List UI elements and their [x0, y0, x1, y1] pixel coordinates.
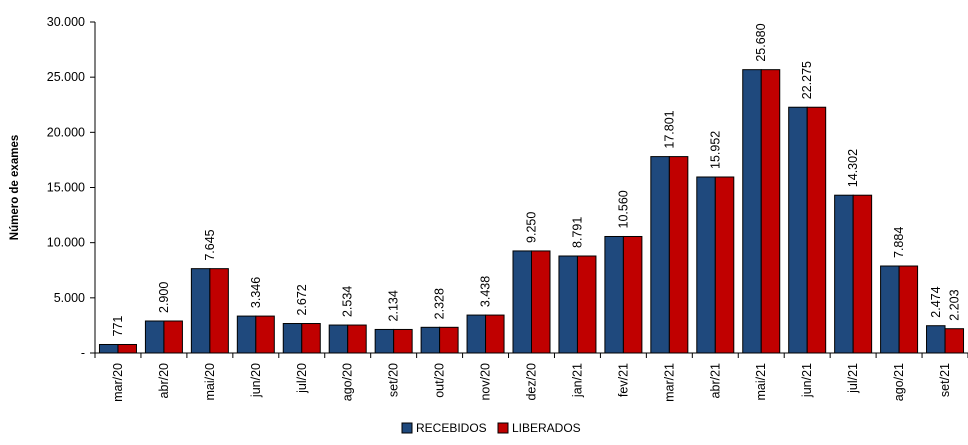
y-tick-label: 25.000	[47, 70, 85, 84]
bar-liberados	[163, 320, 183, 354]
x-tick-label: abr/20	[157, 363, 171, 398]
x-tick-label: jun/20	[249, 363, 263, 398]
x-tick-label: set/20	[387, 363, 401, 397]
legend-swatch	[401, 422, 413, 434]
data-label: 2.534	[341, 286, 355, 317]
bar-recebidos	[742, 69, 762, 354]
y-axis-title: Número de exames	[9, 135, 21, 240]
bar-liberados	[439, 326, 459, 354]
x-tick-label: mar/20	[111, 363, 125, 402]
bar-liberados	[347, 324, 367, 354]
x-tick-label: out/20	[433, 363, 447, 398]
bar-recebidos	[788, 106, 808, 354]
bar-recebidos	[236, 315, 257, 354]
y-tick-label: 30.000	[47, 15, 85, 29]
x-tick-label: ago/20	[341, 363, 355, 401]
data-label: 3.346	[249, 277, 263, 308]
x-tick-label: mai/20	[203, 363, 217, 401]
axes: - 5.000 10.000 15.000 20.000 25.000 30.000 Núme…	[9, 15, 968, 402]
data-label: 7.884	[892, 227, 906, 258]
data-label: 2.474	[929, 286, 943, 317]
bar-recebidos	[328, 324, 349, 354]
data-label: 2.203	[947, 289, 961, 320]
data-labels: 771 2.900 7.645 3.346 2.672 2.534 2.134 2.328 3.…	[111, 23, 961, 336]
x-tick-label: mai/21	[754, 363, 768, 401]
bar-recebidos	[834, 194, 854, 354]
legend: RECEBIDOS LIBERADOS	[401, 421, 581, 435]
x-tick-label: dez/20	[525, 363, 539, 401]
bar-liberados	[209, 268, 229, 354]
x-tick-label: fev/21	[616, 363, 630, 397]
x-tick-label: jul/20	[295, 363, 309, 394]
bar-recebidos	[880, 265, 900, 354]
bar-recebidos	[466, 314, 487, 354]
bar-recebidos	[144, 320, 165, 354]
legend-label: RECEBIDOS	[416, 421, 487, 435]
bar-recebidos	[604, 235, 624, 354]
data-label: 9.250	[525, 212, 539, 243]
x-tick-label: jun/21	[800, 363, 814, 398]
bar-liberados	[898, 265, 919, 354]
legend-label: LIBERADOS	[512, 421, 581, 435]
data-label: 3.438	[479, 276, 493, 307]
bar-liberados	[531, 250, 551, 354]
x-tick-label: ago/21	[892, 363, 906, 401]
data-label: 15.952	[708, 131, 722, 169]
bars	[98, 69, 965, 354]
bar-recebidos	[98, 343, 119, 354]
y-tick-label: 20.000	[47, 125, 85, 139]
x-tick-label: jul/21	[846, 363, 860, 394]
bar-recebidos	[190, 268, 211, 354]
y-tick-label: 10.000	[47, 236, 85, 250]
bar-liberados	[852, 194, 873, 354]
bar-recebidos	[926, 325, 946, 354]
bar-liberados	[714, 176, 735, 354]
data-label: 771	[111, 316, 125, 337]
bar-liberados	[622, 235, 643, 354]
data-label: 7.645	[203, 229, 217, 260]
bar-recebidos	[650, 156, 670, 354]
bar-liberados	[944, 328, 965, 354]
x-tick-label: nov/20	[479, 363, 493, 401]
bar-recebidos	[420, 326, 441, 354]
legend-swatch	[497, 422, 509, 434]
bar-recebidos	[374, 328, 395, 354]
bar-liberados	[760, 69, 781, 354]
bar-liberados	[255, 315, 275, 354]
bar-liberados	[485, 314, 505, 354]
bar-liberados	[668, 156, 689, 354]
y-tick-label: 5.000	[54, 291, 85, 305]
bar-recebidos	[282, 323, 303, 354]
y-tick-label: 15.000	[47, 181, 85, 195]
x-tick-label: mar/21	[662, 363, 676, 402]
data-label: 2.900	[157, 282, 171, 313]
data-label: 25.680	[754, 23, 768, 61]
data-label: 2.134	[387, 290, 401, 321]
data-label: 22.275	[800, 61, 814, 99]
data-label: 10.560	[616, 190, 630, 228]
bar-recebidos	[696, 176, 716, 354]
x-tick-label: abr/21	[708, 363, 722, 398]
data-label: 14.302	[846, 149, 860, 187]
data-label: 2.672	[295, 284, 309, 315]
bar-recebidos	[512, 250, 532, 354]
x-tick-label: set/21	[938, 363, 952, 397]
data-label: 17.801	[662, 110, 676, 148]
bar-liberados	[393, 328, 413, 354]
bar-recebidos	[558, 255, 578, 354]
bar-liberados	[576, 255, 597, 354]
y-tick-label: -	[81, 346, 85, 360]
bar-liberados	[301, 323, 321, 354]
x-tick-label: jan/21	[570, 363, 584, 398]
bar-liberados	[806, 106, 827, 354]
bar-liberados	[117, 343, 137, 354]
data-label: 2.328	[433, 288, 447, 319]
data-label: 8.791	[570, 217, 584, 248]
